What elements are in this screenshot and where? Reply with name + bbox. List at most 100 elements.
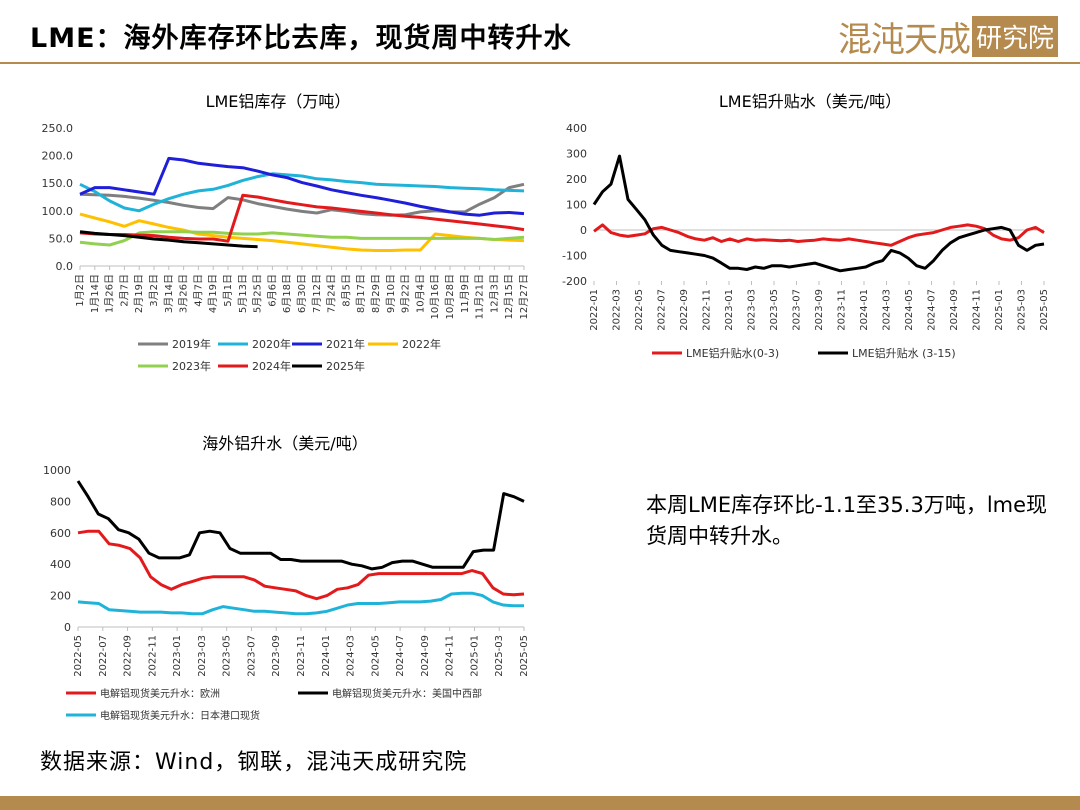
footer-bar — [0, 796, 1080, 810]
legend-label: 2019年 — [172, 337, 211, 351]
x-tick-label: 2022-05 — [634, 289, 645, 331]
y-tick-label: 100.0 — [42, 205, 74, 218]
legend-item: 2021年 — [292, 337, 365, 351]
y-tick-label: 0 — [64, 621, 71, 634]
x-tick-label: 6月18日 — [281, 274, 293, 313]
y-tick-label: 0.0 — [56, 260, 74, 273]
series-line — [79, 193, 525, 243]
x-tick-label: 10月4日 — [414, 274, 426, 313]
x-tick-label: 5月1日 — [222, 274, 234, 307]
legend-label: 2025年 — [326, 359, 365, 373]
y-tick-label: 800 — [50, 495, 71, 508]
chart-title-inventory: LME铝库存（万吨） — [205, 92, 351, 111]
x-tick-label: 1月26日 — [104, 274, 116, 313]
legend-label: LME铝升贴水(0-3) — [686, 346, 779, 360]
x-tick-label: 3月2日 — [148, 274, 160, 307]
data-source: 数据来源：Wind，钢联，混沌天成研究院 — [40, 750, 468, 775]
x-tick-label: 11月21日 — [474, 274, 486, 319]
summary-note: 本周LME库存环比-1.1至35.3万吨，lme现货周中转升水。 — [646, 493, 1048, 548]
x-tick-label: 2024-05 — [904, 289, 915, 331]
legend-item: 2023年 — [138, 359, 211, 373]
logo-main-text: 混沌天成 — [837, 20, 971, 60]
legend-item: 2020年 — [218, 337, 291, 351]
x-tick-label: 9月22日 — [400, 274, 412, 313]
x-tick-label: 2022-11 — [147, 635, 158, 677]
x-tick-label: 2024-11 — [445, 635, 456, 677]
x-tick-label: 2025-03 — [494, 635, 505, 677]
y-tick-label: 150.0 — [42, 177, 74, 190]
chart-title-lme-spread: LME铝升贴水（美元/吨） — [718, 92, 902, 111]
x-tick-label: 2024-03 — [346, 635, 357, 677]
legend-item: 2024年 — [218, 359, 291, 373]
x-tick-label: 12月27日 — [518, 274, 530, 319]
series-line — [79, 212, 525, 252]
y-tick-label: 200 — [50, 590, 71, 603]
x-tick-label: 2023-05 — [769, 289, 780, 331]
x-tick-label: 2023-09 — [814, 289, 825, 331]
chart-regional-premium: 0 200 400 600 800 1000 2022-05 2022-07 2022-09 20… — [43, 464, 530, 722]
series-line — [77, 591, 524, 616]
legend-item: 电解铝现货美元升水：美国中西部 — [298, 687, 482, 700]
x-tick-label: 2024-09 — [949, 289, 960, 331]
series-line — [79, 230, 258, 249]
x-tick-label: 2022-07 — [657, 289, 668, 331]
series-line — [592, 154, 1045, 273]
x-tick-label: 7月12日 — [311, 274, 323, 313]
x-tick-label: 10月16日 — [429, 274, 441, 319]
x-tick-label: 2023-09 — [271, 635, 282, 677]
x-tick-label: 2023-03 — [747, 289, 758, 331]
x-tick-label: 2023-07 — [792, 289, 803, 331]
x-tick-label: 2025-01 — [469, 635, 480, 677]
x-tick-label: 2月19日 — [133, 274, 145, 313]
header-divider — [0, 62, 1080, 64]
x-tick-label: 2024-07 — [927, 289, 938, 331]
x-tick-label: 8月17日 — [355, 274, 367, 313]
y-tick-label: -100 — [562, 250, 587, 263]
x-tick-label: 1月14日 — [89, 274, 101, 313]
legend-item: 电解铝现货美元升水：欧洲 — [66, 687, 220, 700]
x-tick-label: 12月3日 — [488, 274, 500, 313]
x-tick-label: 4月19日 — [207, 274, 219, 313]
legend-item: LME铝升贴水 (3-15) — [818, 346, 956, 360]
x-tick-label: 2024-03 — [882, 289, 893, 331]
x-tick-label: 2月7日 — [118, 274, 130, 307]
x-tick-label: 11月9日 — [459, 274, 471, 313]
x-tick-label: 2025-05 — [519, 635, 530, 677]
legend-label: 2022年 — [402, 337, 441, 351]
legend-label: 电解铝现货美元升水：日本港口现货 — [100, 709, 260, 722]
legend-item: LME铝升贴水(0-3) — [652, 346, 779, 360]
y-tick-label: 200.0 — [42, 150, 74, 163]
y-tick-label: 100 — [566, 199, 587, 212]
x-tick-label: 4月7日 — [192, 274, 204, 307]
x-tick-label: 2023-03 — [197, 635, 208, 677]
y-tick-label: 400 — [50, 558, 71, 571]
legend-label: 2020年 — [252, 337, 291, 351]
x-tick-label: 6月6日 — [266, 274, 278, 307]
chart-lme-spread: -200 -100 0 100 200 300 400 2022-01 2022-03 2022-… — [562, 122, 1050, 360]
x-tick-label: 3月14日 — [163, 274, 175, 313]
x-tick-label: 2024-07 — [395, 635, 406, 677]
chart-title-regional-premium: 海外铝升水（美元/吨） — [202, 434, 368, 453]
series-line — [77, 529, 525, 601]
x-tick-label: 2022-01 — [589, 289, 600, 331]
x-tick-label: 6月30日 — [296, 274, 308, 313]
x-tick-label: 2025-05 — [1039, 289, 1050, 331]
x-tick-label: 8月5日 — [340, 274, 352, 307]
x-tick-label: 2022-03 — [612, 289, 623, 331]
x-tick-label: 12月15日 — [503, 274, 515, 319]
y-tick-label: 400 — [566, 122, 587, 135]
legend-label: 2024年 — [252, 359, 291, 373]
x-tick-label: 2024-01 — [321, 635, 332, 677]
x-tick-label: 2022-07 — [98, 635, 109, 677]
x-tick-label: 2023-11 — [296, 635, 307, 677]
legend-label: 2021年 — [326, 337, 365, 351]
company-logo: 混沌天成 研究院 — [838, 12, 1058, 61]
series-line — [79, 230, 525, 247]
x-tick-label: 2022-09 — [123, 635, 134, 677]
legend-label: 电解铝现货美元升水：欧洲 — [100, 687, 220, 700]
x-tick-label: 2024-09 — [420, 635, 431, 677]
y-tick-label: 300 — [566, 148, 587, 161]
legend-label: 2023年 — [172, 359, 211, 373]
x-tick-label: 2023-01 — [724, 289, 735, 331]
